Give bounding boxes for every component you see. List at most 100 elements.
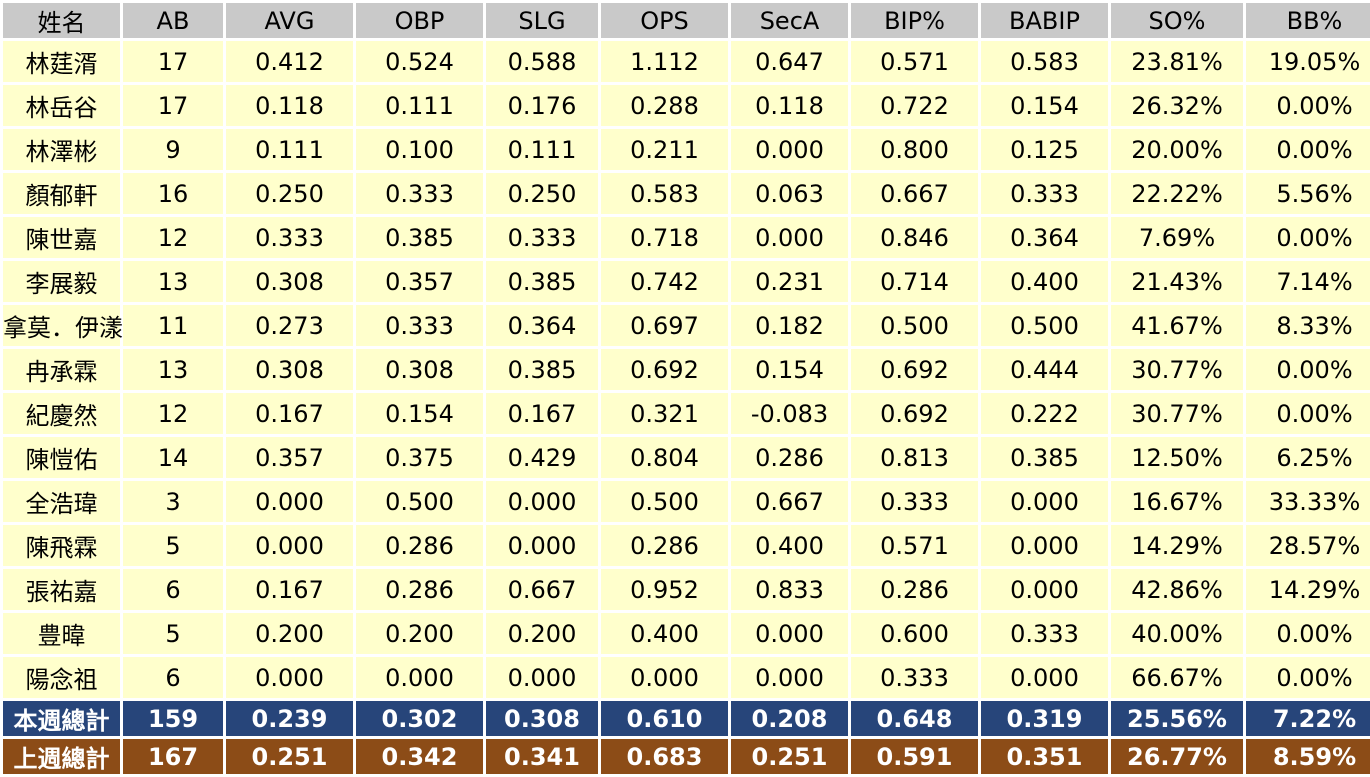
table-row: 全浩瑋 3 0.000 0.500 0.000 0.500 0.667 0.333 0.000 1… [3,481,1370,522]
cell-slg: 0.000 [486,481,598,522]
cell-slg: 0.200 [486,613,598,654]
cell-obp: 0.000 [356,657,483,698]
cell-slg: 0.364 [486,305,598,346]
cell-avg: 0.412 [226,41,353,82]
table-row: 林岳谷 17 0.118 0.111 0.176 0.288 0.118 0.722 0.154… [3,85,1370,126]
header-ab: AB [123,3,223,38]
table-row: 林莛湑 17 0.412 0.524 0.588 1.112 0.647 0.571 0.583… [3,41,1370,82]
cell-babip: 0.333 [981,173,1108,214]
cell-obp: 0.342 [356,739,483,774]
cell-name: 張祐嘉 [3,569,120,610]
cell-avg: 0.111 [226,129,353,170]
cell-ops: 0.742 [601,261,728,302]
cell-babip: 0.000 [981,657,1108,698]
cell-ops: 0.952 [601,569,728,610]
cell-bip: 0.692 [851,349,978,390]
cell-seca: 0.667 [731,481,848,522]
cell-babip: 0.444 [981,349,1108,390]
cell-name: 全浩瑋 [3,481,120,522]
cell-slg: 0.000 [486,525,598,566]
cell-ab: 17 [123,85,223,126]
cell-bip: 0.714 [851,261,978,302]
cell-name: 豊暐 [3,613,120,654]
cell-seca: 0.251 [731,739,848,774]
cell-so: 22.22% [1111,173,1243,214]
cell-slg: 0.333 [486,217,598,258]
cell-bip: 0.692 [851,393,978,434]
cell-babip: 0.583 [981,41,1108,82]
cell-ab: 11 [123,305,223,346]
cell-ops: 0.583 [601,173,728,214]
cell-ops: 0.718 [601,217,728,258]
cell-babip: 0.500 [981,305,1108,346]
cell-babip: 0.385 [981,437,1108,478]
cell-slg: 0.176 [486,85,598,126]
cell-avg: 0.250 [226,173,353,214]
cell-slg: 0.000 [486,657,598,698]
cell-name: 陳飛霖 [3,525,120,566]
cell-ops: 0.288 [601,85,728,126]
cell-slg: 0.385 [486,349,598,390]
cell-avg: 0.308 [226,349,353,390]
cell-seca: 0.063 [731,173,848,214]
cell-bb: 7.14% [1246,261,1370,302]
cell-bip: 0.667 [851,173,978,214]
cell-avg: 0.118 [226,85,353,126]
header-avg: AVG [226,3,353,38]
cell-babip: 0.333 [981,613,1108,654]
cell-slg: 0.667 [486,569,598,610]
cell-so: 16.67% [1111,481,1243,522]
cell-so: 30.77% [1111,349,1243,390]
cell-bb: 19.05% [1246,41,1370,82]
cell-avg: 0.251 [226,739,353,774]
cell-avg: 0.167 [226,569,353,610]
cell-ops: 0.321 [601,393,728,434]
cell-avg: 0.239 [226,701,353,736]
cell-so: 20.00% [1111,129,1243,170]
cell-ab: 3 [123,481,223,522]
table-row: 陳愷佑 14 0.357 0.375 0.429 0.804 0.286 0.813 0.385… [3,437,1370,478]
cell-name: 陽念祖 [3,657,120,698]
cell-ops: 0.683 [601,739,728,774]
cell-seca: 0.000 [731,129,848,170]
cell-ab: 12 [123,393,223,434]
cell-ops: 1.112 [601,41,728,82]
cell-name: 林澤彬 [3,129,120,170]
table-row: 陽念祖 6 0.000 0.000 0.000 0.000 0.000 0.333 0.000 6… [3,657,1370,698]
cell-slg: 0.250 [486,173,598,214]
table-body: 林莛湑 17 0.412 0.524 0.588 1.112 0.647 0.571 0.583… [3,41,1370,774]
cell-so: 12.50% [1111,437,1243,478]
cell-bip: 0.286 [851,569,978,610]
cell-babip: 0.400 [981,261,1108,302]
cell-bb: 8.59% [1246,739,1370,774]
cell-avg: 0.308 [226,261,353,302]
table-row: 陳世嘉 12 0.333 0.385 0.333 0.718 0.000 0.846 0.364… [3,217,1370,258]
cell-ab: 5 [123,613,223,654]
cell-name: 冉承霖 [3,349,120,390]
cell-slg: 0.111 [486,129,598,170]
cell-so: 14.29% [1111,525,1243,566]
table-row: 豊暐 5 0.200 0.200 0.200 0.400 0.000 0.600 0.333 40… [3,613,1370,654]
cell-ops: 0.697 [601,305,728,346]
cell-seca: 0.208 [731,701,848,736]
cell-name: 紀慶然 [3,393,120,434]
cell-slg: 0.429 [486,437,598,478]
cell-ops: 0.500 [601,481,728,522]
table-row: 冉承霖 13 0.308 0.308 0.385 0.692 0.154 0.692 0.444… [3,349,1370,390]
cell-obp: 0.357 [356,261,483,302]
cell-seca: 0.000 [731,657,848,698]
table-row: 顏郁軒 16 0.250 0.333 0.250 0.583 0.063 0.667 0.333… [3,173,1370,214]
cell-seca: 0.231 [731,261,848,302]
cell-seca: 0.000 [731,217,848,258]
cell-obp: 0.100 [356,129,483,170]
cell-seca: 0.000 [731,613,848,654]
cell-avg: 0.000 [226,525,353,566]
cell-so: 66.67% [1111,657,1243,698]
cell-ab: 16 [123,173,223,214]
cell-ops: 0.610 [601,701,728,736]
cell-obp: 0.375 [356,437,483,478]
header-row: 姓名 AB AVG OBP SLG OPS SecA BIP% BABIP SO… [3,3,1370,38]
cell-obp: 0.385 [356,217,483,258]
table-row: 拿莫．伊漾 11 0.273 0.333 0.364 0.697 0.182 0.500 0.5… [3,305,1370,346]
cell-babip: 0.364 [981,217,1108,258]
